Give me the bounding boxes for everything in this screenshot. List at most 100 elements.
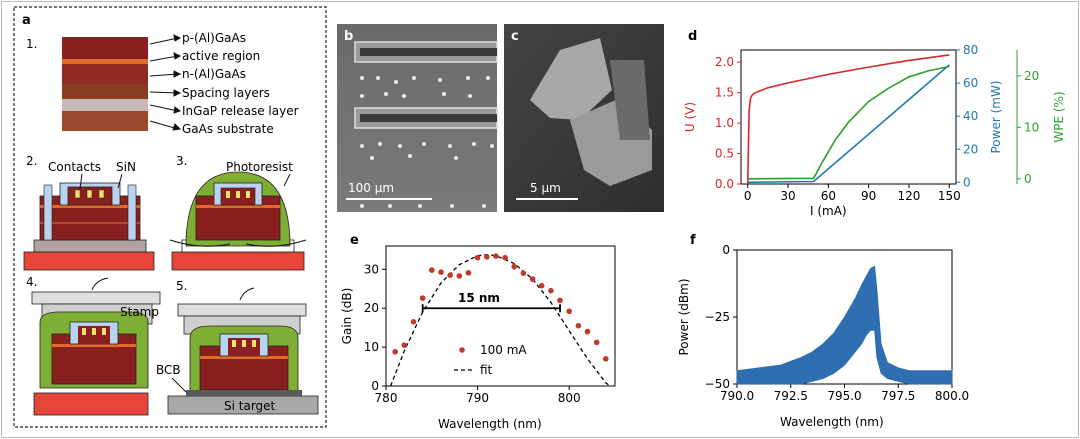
chart-d-ylabel-mid: Power (mW): [989, 80, 1003, 153]
chart-f-spectrum: [736, 265, 953, 385]
chart-e-data-point: [538, 282, 545, 289]
chart-d: d 0 30 60 90 120 150 0.0 0.5 1.0 1.5 2.0 0 20 40 60 80 0…: [683, 29, 1066, 218]
label-spacing-layers: Spacing layers: [182, 86, 270, 100]
label-active-region: active region: [182, 49, 260, 63]
step-5-number: 5.: [176, 279, 187, 293]
layer-ingap-release: [62, 99, 148, 111]
scalebar-b-label: 100 μm: [348, 181, 394, 195]
legend-fit-label: fit: [480, 363, 493, 377]
chart-e-data-point: [401, 342, 408, 349]
panel-a-letter: a: [22, 13, 31, 28]
chart-d-ytick-label-mid: 40: [963, 109, 978, 123]
layer-stack: [62, 37, 148, 131]
step-1-number: 1.: [26, 37, 37, 51]
label-si-target: Si target: [224, 399, 276, 413]
chart-d-ytick-label-mid: 20: [963, 142, 978, 156]
chart-d-xtick-label: 0: [744, 189, 752, 203]
chart-d-ytick-label-left: 2.0: [715, 55, 734, 69]
chart-e-data-point: [474, 254, 481, 261]
label-gaas-substrate: GaAs substrate: [182, 122, 274, 136]
label-ingap-release: InGaP release layer: [182, 104, 299, 118]
sem-b-contact-dots: [360, 76, 494, 208]
chart-e-data-point: [465, 270, 472, 276]
chart-d-ytick-label-left: 0.5: [715, 147, 734, 161]
chart-e-data-point: [584, 328, 591, 335]
chart-d-ytick-label-mid: 80: [963, 43, 978, 57]
chart-e-data-point: [557, 297, 563, 304]
chart-e-xlabel: Wavelength (nm): [438, 417, 542, 431]
chart-e-data-point: [603, 356, 609, 362]
layer-n-algaas: [62, 64, 148, 84]
chart-e-data-point: [548, 287, 554, 294]
legend-points-label: 100 mA: [480, 343, 527, 357]
layer-active-region: [62, 59, 148, 64]
chart-e-data-point: [419, 295, 426, 301]
panel-d-letter: d: [688, 29, 697, 44]
panel-c: c 5 μm: [504, 24, 664, 212]
chart-d-ytick-label-right: 20: [1024, 69, 1039, 83]
step-2-arrows: [79, 173, 123, 190]
label-contacts: Contacts: [48, 160, 101, 174]
chart-d-xtick-label: 30: [780, 189, 795, 203]
chart-f-xtick-label: 800.0: [935, 389, 969, 403]
chart-e-data-point: [593, 339, 600, 346]
chart-d-ylabel-right: WPE (%): [1052, 91, 1066, 142]
chart-f-xtick-label: 790.0: [720, 389, 754, 403]
label-p-algaas: p-(Al)GaAs: [182, 31, 246, 45]
panel-b: b 100 μm: [337, 24, 498, 212]
chart-f-xlabel: Wavelength (nm): [780, 415, 884, 429]
chart-e-data-point: [511, 263, 517, 270]
chart-d-series-right: [747, 65, 950, 180]
panel-f-letter: f: [690, 233, 696, 248]
chart-e-annotation: 15 nm: [458, 291, 500, 305]
chart-e-data-point: [429, 267, 435, 273]
chart-e-ytick-label: 20: [364, 301, 379, 315]
step-4-device: [31, 277, 161, 416]
chart-d-ytick-label-left: 1.0: [715, 116, 734, 130]
chart-e: e 780 790 800 0 10 20 30 15 nm 100 mA fit Wave…: [340, 233, 616, 431]
bcb-arrow: [171, 377, 187, 393]
chart-e-ytick-label: 30: [364, 262, 379, 276]
step-3-device: [169, 171, 307, 271]
panel-e-letter: e: [350, 233, 359, 248]
label-stamp: Stamp: [120, 305, 159, 319]
step-4-number: 4.: [26, 275, 37, 289]
chart-f-ytick-label: −50: [705, 377, 730, 391]
photoresist-arrow: [283, 173, 291, 187]
label-bcb: BCB: [156, 363, 181, 377]
chart-e-xtick-label: 790: [466, 391, 489, 405]
scalebar-c-label: 5 μm: [530, 181, 561, 195]
step-2-device: [23, 182, 155, 271]
layer-gaas-substrate: [62, 111, 148, 131]
layer-arrows: [149, 34, 182, 131]
layer-spacing: [62, 84, 148, 99]
chart-d-xtick-label: 60: [821, 189, 836, 203]
chart-e-data-point: [566, 308, 572, 315]
chart-d-ylabel-left: U (V): [683, 102, 697, 132]
chart-e-data-point: [392, 349, 399, 355]
chart-e-fit-line: [389, 253, 611, 387]
chart-d-series-mid: [747, 64, 950, 184]
chart-d-ytick-label-mid: 60: [963, 76, 978, 90]
chart-d-ytick-label-mid: 0: [963, 175, 971, 189]
chart-d-xtick-label: 150: [938, 189, 961, 203]
panel-c-letter: c: [511, 29, 519, 44]
chart-e-ytick-label: 0: [371, 379, 379, 393]
chart-f-ylabel: Power (dBm): [677, 279, 691, 356]
chart-d-xtick-label: 90: [861, 189, 876, 203]
chart-d-ytick-label-left: 1.5: [715, 86, 734, 100]
chart-e-data-point: [456, 273, 463, 279]
panel-b-letter: b: [344, 29, 353, 44]
chart-e-data-point: [438, 269, 444, 275]
label-sin: SiN: [116, 160, 136, 174]
chart-e-data-point: [529, 276, 536, 282]
chart-d-xlabel: I (mA): [810, 204, 847, 218]
chart-e-xtick-label: 780: [375, 391, 398, 405]
chart-f-xtick-label: 797.5: [881, 389, 915, 403]
chart-f-ytick-label: −25: [705, 310, 730, 324]
chart-e-frame: [385, 245, 616, 387]
label-photoresist: Photoresist: [226, 160, 293, 174]
label-n-algaas: n-(Al)GaAs: [182, 67, 246, 81]
